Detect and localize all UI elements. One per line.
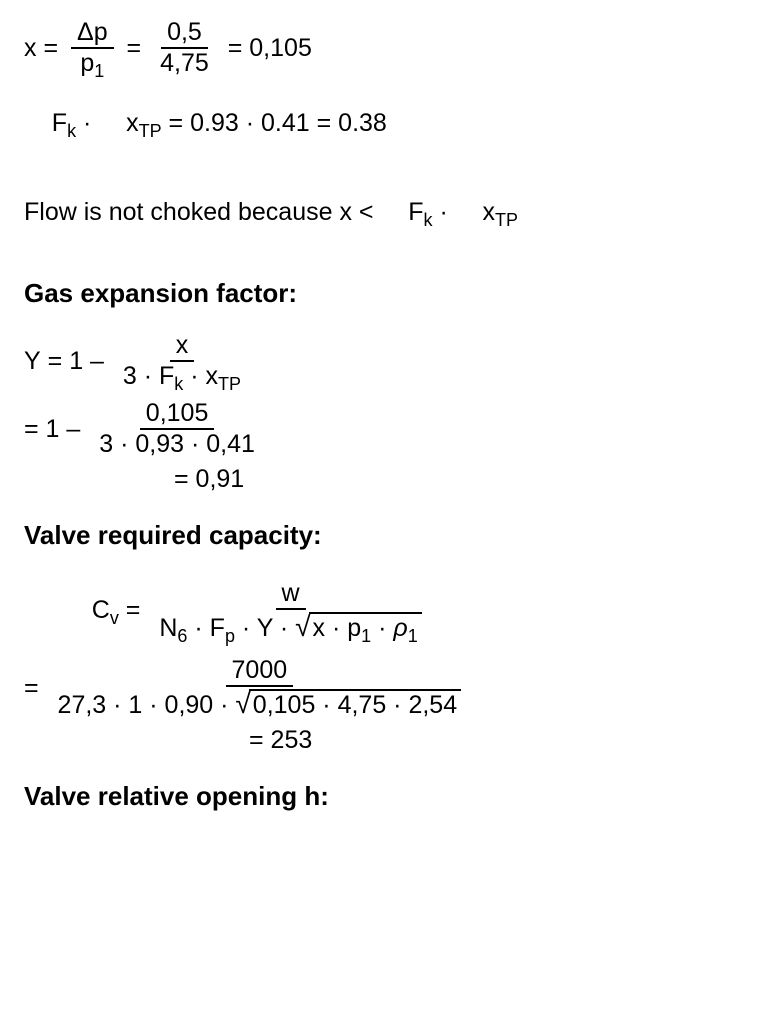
equation-y-symbolic: Y = 1 – x 3 · Fk · xTP — [24, 331, 752, 391]
equation-x-ratio: x = Δp p1 = 0,5 4,75 = 0,105 — [24, 18, 752, 78]
frac-numeric: 0,5 4,75 — [154, 18, 215, 78]
eq-sign: = — [41, 349, 70, 374]
result: 0.38 — [338, 111, 387, 136]
numerator: 7000 — [226, 656, 294, 687]
heading-valve-opening: Valve relative opening h: — [24, 781, 752, 812]
num-x: x — [170, 331, 195, 362]
frac-dp-over-p1: Δp p1 — [71, 18, 114, 78]
var-y: Y — [24, 349, 41, 374]
var-fk: Fk — [24, 86, 76, 161]
cv-result: = 253 — [249, 728, 312, 753]
frac-y: x 3 · Fk · xTP — [117, 331, 247, 391]
frac-cv: w N6 · Fp · Y · √x · p1 · ρ1 — [153, 579, 427, 643]
eq-sign: = — [310, 111, 339, 136]
statement-text: Flow is not choked because x < — [24, 200, 380, 225]
one-minus: 1 – — [46, 417, 88, 442]
denominator: 27,3 · 1 · 0,90 · √0,105 · 4,75 · 2,54 — [52, 687, 468, 720]
one-minus: 1 – — [69, 349, 111, 374]
dot: · — [433, 200, 455, 225]
equation-y-result: = 0,91 — [174, 467, 752, 492]
flow-not-choked-statement: Flow is not choked because x < Fk · xTP — [24, 175, 752, 250]
denominator: 4,75 — [154, 49, 215, 78]
equation-cv-symbolic: Cv = w N6 · Fp · Y · √x · p1 · ρ1 — [64, 573, 752, 648]
denominator: 3 · 0,93 · 0,41 — [93, 430, 261, 459]
sqrt: √0,105 · 4,75 · 2,54 — [235, 689, 461, 718]
p: p — [80, 49, 94, 77]
val1: 0.93 — [190, 111, 239, 136]
numerator: 0,5 — [161, 18, 208, 49]
den-3: 3 · — [123, 362, 159, 390]
frac-y-num: 0,105 3 · 0,93 · 0,41 — [93, 399, 261, 459]
equation-cv-numeric: = 7000 27,3 · 1 · 0,90 · √0,105 · 4,75 ·… — [24, 656, 752, 720]
eq-sign: = — [37, 36, 66, 61]
eq-sign: = — [24, 676, 46, 701]
eq-sign: = — [120, 36, 149, 61]
dot: · — [239, 111, 261, 136]
num-w: w — [276, 579, 306, 610]
equation-y-numeric: = 1 – 0,105 3 · 0,93 · 0,41 — [24, 399, 752, 459]
var-fk: Fk — [380, 175, 432, 250]
sqrt: √x · p1 · ρ1 — [295, 612, 422, 641]
eq-sign: = — [24, 417, 46, 442]
den-dot: · — [183, 362, 205, 390]
var-x: x — [24, 36, 37, 61]
den-fk: Fk — [159, 362, 183, 390]
dot: · — [76, 111, 98, 136]
numerator: 0,105 — [140, 399, 215, 430]
val2: 0.41 — [261, 111, 310, 136]
equation-cv-result: = 253 — [249, 728, 752, 753]
equation-fk-xtp: Fk · xTP = 0.93 · 0.41 = 0.38 — [24, 86, 752, 161]
y-result: = 0,91 — [174, 467, 244, 492]
var-xtp: xTP — [455, 175, 518, 250]
frac-cv-num: 7000 27,3 · 1 · 0,90 · √0,105 · 4,75 · 2… — [52, 656, 468, 720]
var-cv: Cv — [64, 573, 119, 648]
eq-sign: = — [221, 36, 250, 61]
eq-sign: = — [119, 598, 148, 623]
den-xtp: xTP — [206, 362, 242, 390]
var-xtp: xTP — [98, 86, 161, 161]
x-result: 0,105 — [249, 36, 312, 61]
den-cv: N6 · Fp · Y · √x · p1 · ρ1 — [153, 610, 427, 643]
heading-gas-expansion: Gas expansion factor: — [24, 278, 752, 309]
eq-sign: = — [162, 111, 191, 136]
delta-p: Δp — [77, 18, 108, 46]
heading-valve-capacity: Valve required capacity: — [24, 520, 752, 551]
sub-1: 1 — [94, 61, 104, 81]
